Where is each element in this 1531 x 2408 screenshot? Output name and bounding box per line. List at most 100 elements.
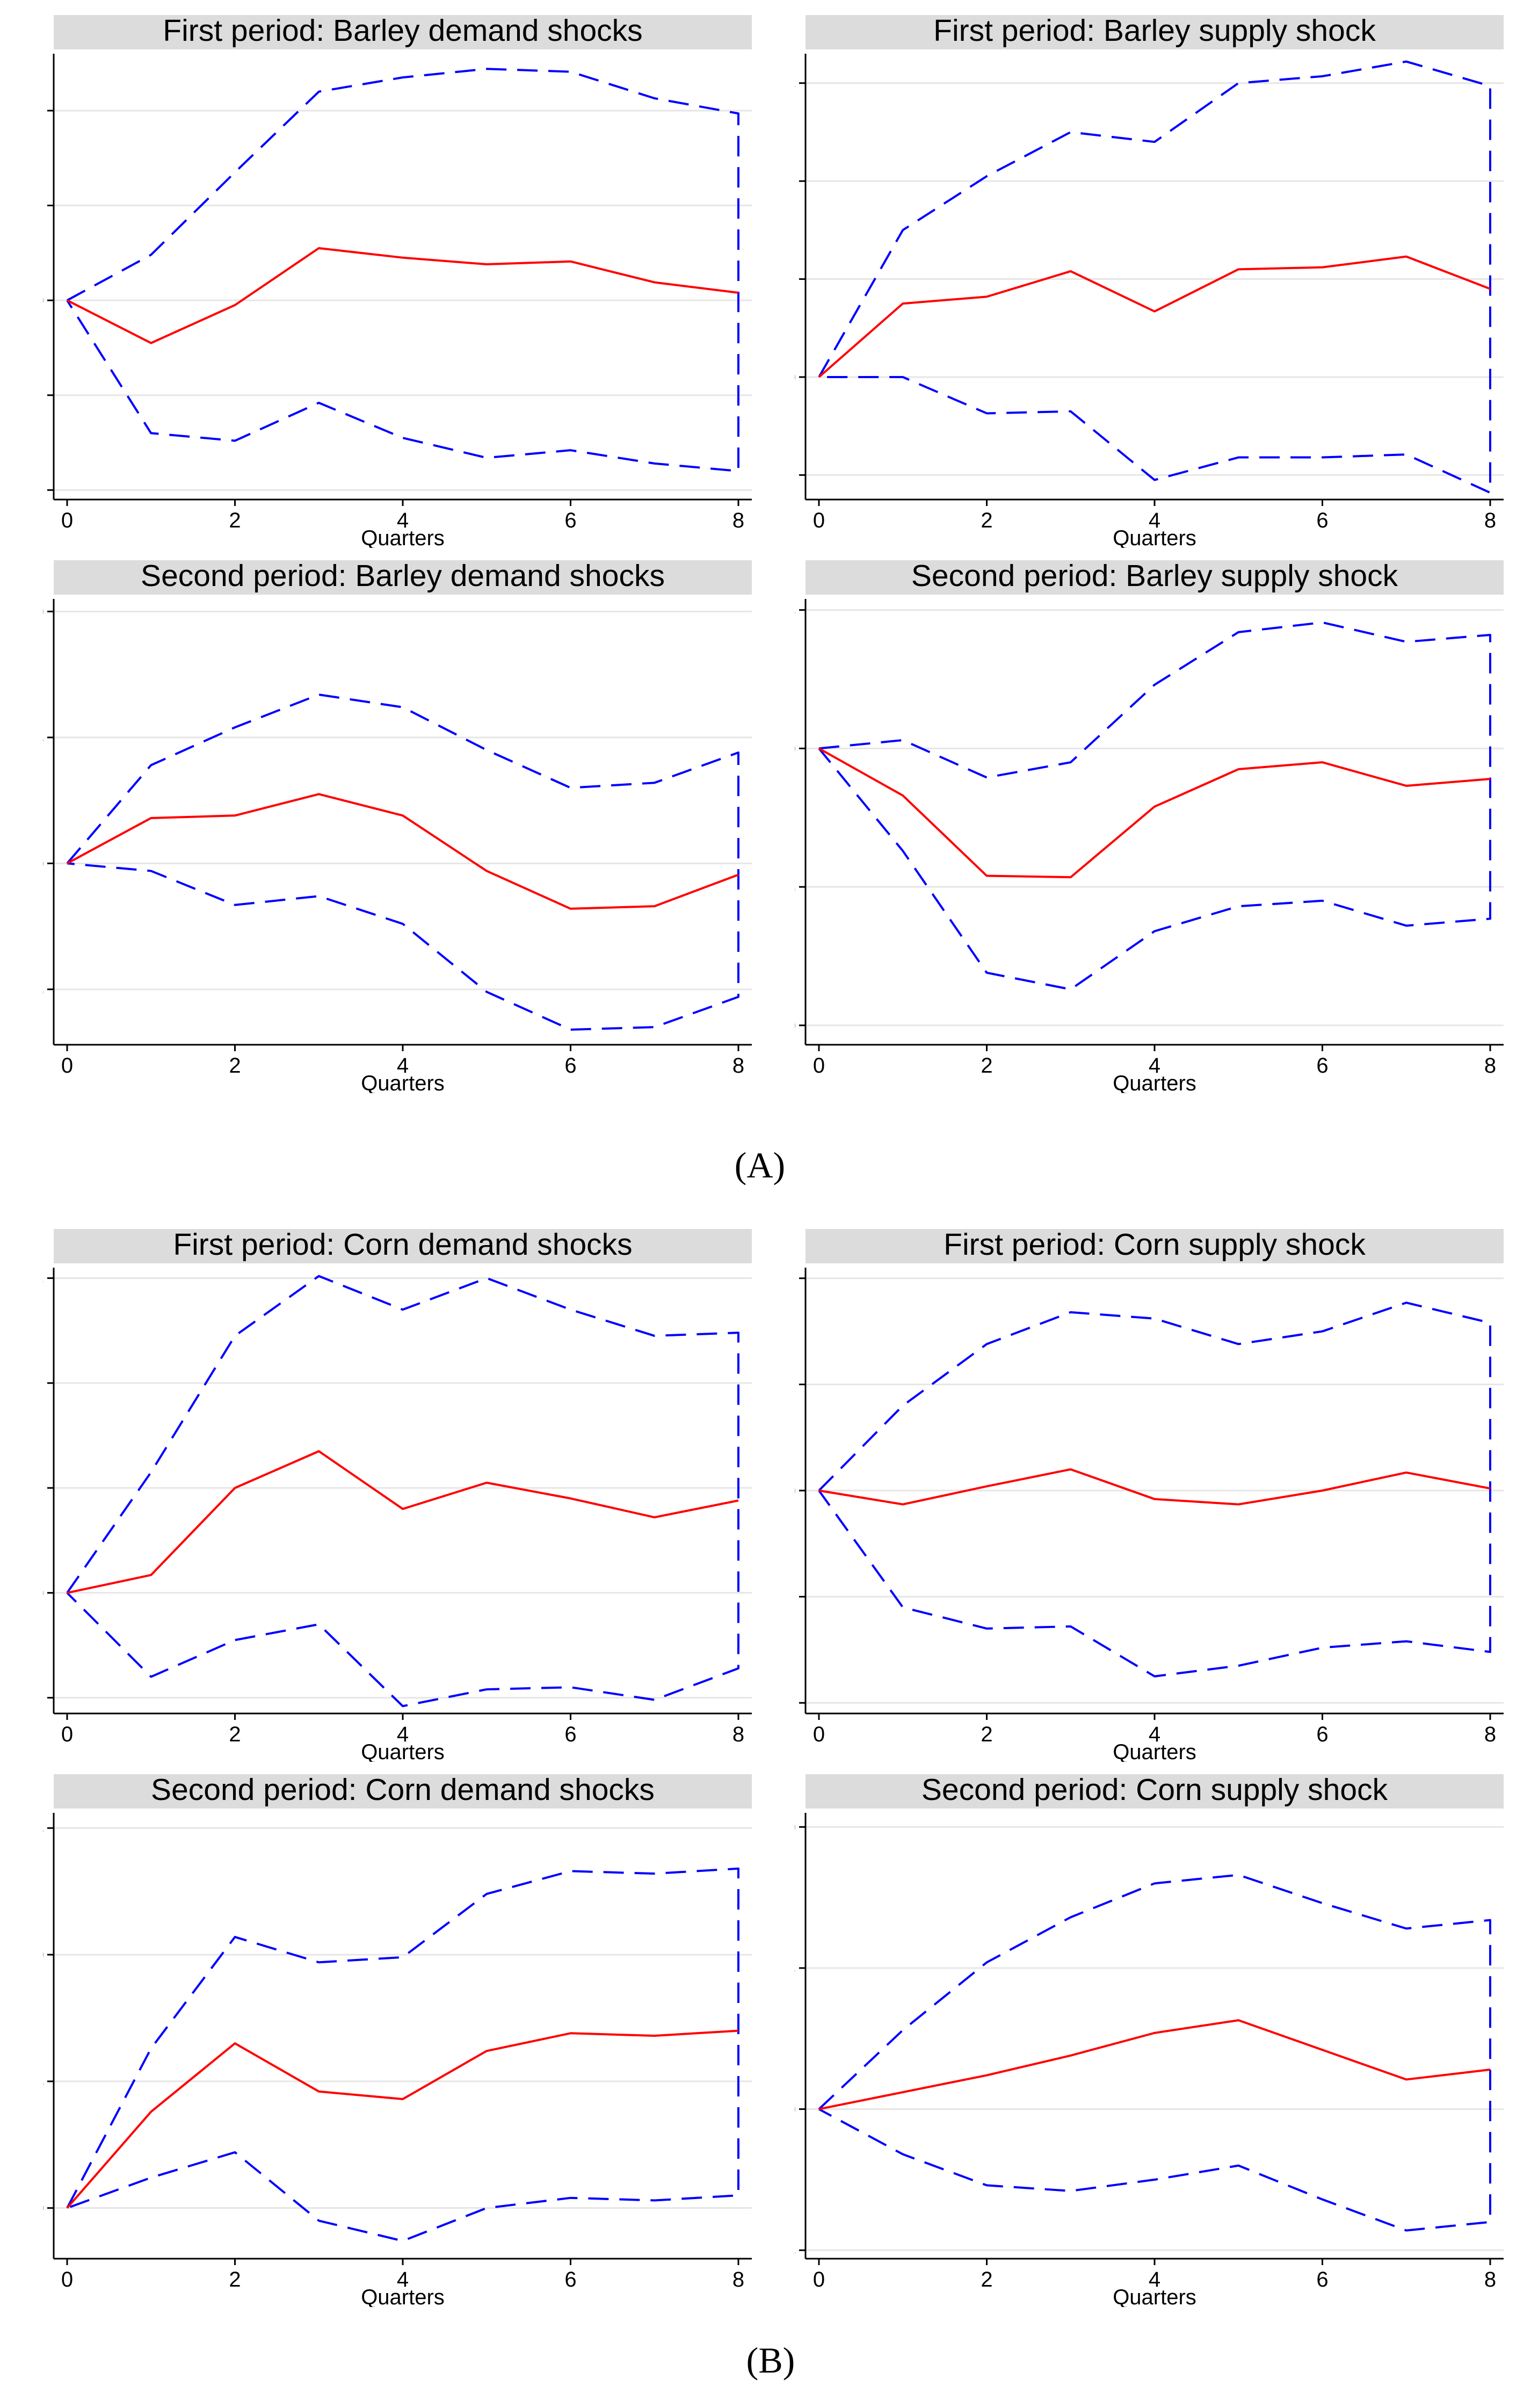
x-tick-label: 8: [732, 2268, 744, 2291]
x-tick-label: 0: [61, 1054, 73, 1078]
x-tick-label: 6: [1316, 2268, 1328, 2291]
y-tick-label: 2: [43, 99, 44, 123]
y-tick-label: 2: [795, 170, 796, 193]
y-tick-label: -5: [43, 978, 44, 1002]
y-tick-label: 3: [43, 1267, 44, 1291]
series-confidence-band: [818, 60, 1491, 494]
chart-title-bar: [806, 1774, 1504, 1809]
x-tick-label: 2: [981, 1054, 992, 1078]
series-irf-line: [818, 747, 1491, 879]
series-irf-line: [66, 2029, 739, 2209]
chart-title: First period: Corn supply shock: [944, 1227, 1366, 1262]
chart-title-bar: [806, 560, 1504, 595]
chart-svg: Second period: Barley demand shocks -5 0 5 1…: [43, 559, 752, 1093]
y-tick-label: 10: [43, 1943, 44, 1967]
chart-svg: First period: Corn supply shock -2 -1 0 1 2 0 2…: [795, 1227, 1504, 1762]
y-tick-label: 10: [795, 1816, 796, 1839]
series-irf-line: [818, 1468, 1491, 1506]
x-tick-label: 0: [813, 1054, 825, 1078]
chart-title-bar: [806, 1229, 1504, 1263]
x-tick-label: 8: [732, 1723, 744, 1746]
x-tick-label: 4: [1149, 509, 1160, 532]
chart-title-bar: [54, 1229, 752, 1263]
x-tick-label: 0: [61, 509, 73, 532]
chart-title: Second period: Corn supply shock: [921, 1773, 1388, 1807]
chart-svg: First period: Barley demand shocks -2 -1 0 1…: [43, 13, 752, 548]
y-tick-label: 0: [43, 852, 44, 876]
chart-panel-second-corn-supply: Second period: Corn supply shock -5 0 5 10 0 2…: [795, 1770, 1514, 2307]
y-tick-label: 15: [43, 1817, 44, 1840]
x-tick-label: 2: [229, 509, 241, 532]
series-confidence-band: [66, 68, 739, 473]
x-axis-label: Quarters: [361, 1072, 445, 1093]
x-tick-label: 6: [1316, 1054, 1328, 1078]
x-tick-label: 4: [397, 2268, 409, 2291]
y-tick-label: 0: [795, 2098, 796, 2122]
x-tick-label: 6: [564, 1054, 576, 1078]
chart-panel-first-barley-demand: First period: Barley demand shocks -2 -1 0 1…: [43, 11, 763, 548]
y-tick-label: -1: [43, 384, 44, 408]
x-tick-label: 6: [1316, 1723, 1328, 1746]
chart-title: First period: Corn demand shocks: [173, 1227, 632, 1262]
y-tick-label: 0: [43, 289, 44, 313]
x-tick-label: 2: [229, 1054, 241, 1078]
x-tick-label: 4: [397, 509, 409, 532]
x-tick-label: 4: [1149, 1723, 1160, 1746]
x-tick-label: 6: [1316, 509, 1328, 532]
x-axis-label: Quarters: [1113, 1072, 1196, 1093]
y-tick-label: 5: [795, 1957, 796, 1980]
series-irf-line: [67, 1450, 739, 1594]
x-axis-label: Quarters: [1113, 526, 1196, 548]
x-axis-label: Quarters: [361, 1740, 445, 1762]
x-tick-label: 8: [732, 509, 744, 532]
series-confidence-band: [66, 1275, 739, 1708]
y-tick-label: -1: [43, 1687, 44, 1710]
x-tick-label: 0: [61, 1723, 73, 1746]
x-axis-label: Quarters: [1113, 1740, 1196, 1762]
series-irf-line: [67, 247, 739, 344]
series-confidence-band: [66, 693, 739, 1031]
series-confidence-band: [818, 1301, 1491, 1677]
x-tick-label: 4: [397, 1723, 409, 1746]
y-tick-label: 1: [43, 194, 44, 218]
y-tick-label: -5: [795, 2239, 796, 2262]
y-tick-label: 0: [795, 737, 796, 761]
series-irf-line: [818, 255, 1491, 378]
series-confidence-band: [818, 1874, 1491, 2232]
y-tick-label: 2: [795, 1267, 796, 1291]
x-tick-label: 4: [1149, 2268, 1160, 2291]
y-tick-label: 1: [43, 1477, 44, 1500]
chart-panel-first-barley-supply: First period: Barley supply shock -1 0 1 2 3 0…: [795, 11, 1514, 548]
x-tick-label: 2: [229, 1723, 241, 1746]
x-tick-label: 8: [1484, 509, 1496, 532]
chart-title-bar: [54, 15, 752, 49]
x-tick-label: 2: [229, 2268, 241, 2291]
y-tick-label: 10: [43, 600, 44, 624]
x-tick-label: 6: [564, 2268, 576, 2291]
chart-svg: Second period: Corn demand shocks 0 5 10 15 0…: [43, 1773, 752, 2307]
x-axis-label: Quarters: [361, 526, 445, 548]
x-tick-label: 0: [813, 509, 825, 532]
chart-title: First period: Barley supply shock: [933, 13, 1376, 48]
chart-svg: Second period: Corn supply shock -5 0 5 10 0 2…: [795, 1773, 1504, 2307]
chart-title: Second period: Corn demand shocks: [151, 1773, 655, 1807]
x-tick-label: 0: [813, 1723, 825, 1746]
y-tick-label: 0: [795, 1479, 796, 1503]
y-tick-label: -1: [795, 464, 796, 487]
series-confidence-band: [66, 1867, 739, 2242]
x-tick-label: 2: [981, 1723, 992, 1746]
x-tick-label: 4: [397, 1054, 409, 1078]
section-label-a: (A): [734, 1145, 786, 1185]
y-tick-label: 0: [43, 2197, 44, 2221]
chart-title-bar: [54, 560, 752, 595]
chart-panel-second-barley-demand: Second period: Barley demand shocks -5 0 5 1…: [43, 556, 763, 1093]
x-tick-label: 8: [1484, 2268, 1496, 2291]
chart-title-bar: [54, 1774, 752, 1809]
x-tick-label: 6: [564, 509, 576, 532]
chart-title: First period: Barley demand shocks: [163, 13, 642, 48]
x-axis-label: Quarters: [1113, 2286, 1196, 2307]
chart-title: Second period: Barley supply shock: [911, 559, 1398, 593]
y-tick-label: 3: [795, 72, 796, 96]
x-tick-label: 8: [1484, 1054, 1496, 1078]
x-tick-label: 2: [981, 2268, 992, 2291]
